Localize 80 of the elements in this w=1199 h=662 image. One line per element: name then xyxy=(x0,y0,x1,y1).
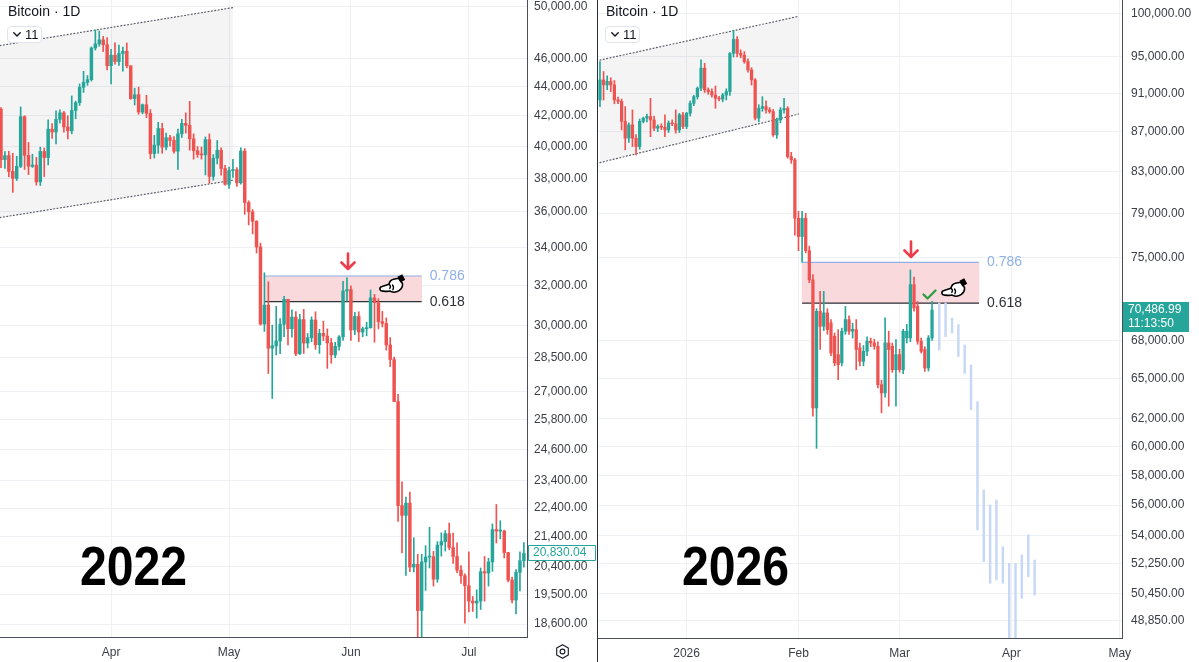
series-label: 0.618 xyxy=(429,292,465,309)
y-tick-label: 56,000.00 xyxy=(1131,497,1185,512)
bar xyxy=(995,499,998,581)
y-tick-label: 83,000.00 xyxy=(1131,163,1185,178)
y-tick-label: 79,000.00 xyxy=(1131,205,1185,220)
y-tick-label: 38,000.00 xyxy=(534,170,588,185)
y-tick-label: 40,000.00 xyxy=(534,138,588,153)
y-tick-label: 27,000.00 xyxy=(534,383,588,398)
series-label: 0.786 xyxy=(986,253,1023,270)
x-tick-label: May xyxy=(217,644,241,659)
text: 70,486.99 xyxy=(1128,302,1182,317)
text: 11:13:50 xyxy=(1128,316,1175,331)
candlestick xyxy=(11,152,15,193)
candlestick xyxy=(894,339,898,407)
candlestick xyxy=(412,537,416,573)
annotation: 11 xyxy=(25,27,39,42)
y-tick-label: 62,000.00 xyxy=(1131,411,1185,426)
x-tick-label: Apr xyxy=(101,644,121,659)
chart-title: Bitcoin · 1D xyxy=(606,3,679,19)
bar xyxy=(957,324,960,357)
bar xyxy=(1014,562,1017,638)
dropdown-button: 11 xyxy=(605,26,640,43)
x-tick-label: Apr xyxy=(1002,645,1021,660)
y-tick-label: 50,000.00 xyxy=(534,0,588,14)
x-tick-label: Jul xyxy=(461,644,477,659)
x-tick-label: May xyxy=(1108,645,1132,660)
candlestick xyxy=(3,151,7,169)
y-tick-label: 20,400.00 xyxy=(534,558,588,573)
x-tick-label: Jun xyxy=(341,644,361,659)
candlestick xyxy=(121,46,125,72)
y-tick-label: 60,000.00 xyxy=(1131,438,1185,453)
y-tick-label: 87,000.00 xyxy=(1131,123,1185,138)
candlestick xyxy=(50,123,54,139)
annotation: 2022 xyxy=(80,534,188,597)
x-tick-label: 2026 xyxy=(673,645,701,660)
y-tick-label: 75,000.00 xyxy=(1131,249,1185,264)
candlestick xyxy=(404,496,408,576)
y-tick-label: 91,000.00 xyxy=(1131,85,1185,100)
y-tick-label: 19,500.00 xyxy=(534,586,588,601)
y-tick-label: 22,400.00 xyxy=(534,500,588,515)
y-tick-label: 95,000.00 xyxy=(1131,49,1185,64)
annotation: 2026 xyxy=(682,534,790,597)
y-tick-label: 24,600.00 xyxy=(534,441,588,456)
candlestick xyxy=(663,114,667,137)
y-tick-label: 48,850.00 xyxy=(1131,613,1185,628)
y-tick-label: 32,000.00 xyxy=(534,277,588,292)
y-tick-label: 42,000.00 xyxy=(534,108,588,123)
y-tick-label: 68,000.00 xyxy=(1131,332,1185,347)
series-label: 0.618 xyxy=(986,294,1023,311)
chart-title: Bitcoin · 1D xyxy=(8,3,81,19)
y-tick-label: 58,000.00 xyxy=(1131,467,1185,482)
x-tick-label: Mar xyxy=(889,645,910,660)
text: 20,830.04 xyxy=(533,545,587,560)
bar xyxy=(1027,534,1030,578)
y-tick-label: 28,500.00 xyxy=(534,350,588,365)
bar xyxy=(1033,559,1036,596)
y-tick-label: 100,000.00 xyxy=(1131,5,1192,20)
y-tick-label: 30,000.00 xyxy=(534,318,588,333)
bar xyxy=(963,344,966,374)
y-tick-label: 36,000.00 xyxy=(534,204,588,219)
candlestick xyxy=(42,147,46,177)
y-tick-label: 54,000.00 xyxy=(1131,528,1185,543)
series-label: 0.786 xyxy=(429,266,465,283)
y-tick-label: 21,400.00 xyxy=(534,528,588,543)
y-tick-label: 23,400.00 xyxy=(534,473,588,488)
y-tick-label: 65,000.00 xyxy=(1131,371,1185,386)
y-tick-label: 44,000.00 xyxy=(534,79,588,94)
y-tick-label: 25,800.00 xyxy=(534,412,588,427)
annotation: 11 xyxy=(623,27,637,42)
y-tick-label: 46,000.00 xyxy=(534,51,588,66)
dropdown-button: 11 xyxy=(7,26,42,43)
y-tick-label: 18,600.00 xyxy=(534,616,588,631)
bar xyxy=(944,302,947,337)
candlestick xyxy=(66,115,70,140)
bar xyxy=(976,401,979,531)
y-tick-label: 34,000.00 xyxy=(534,239,588,254)
y-tick-label: 52,250.00 xyxy=(1131,556,1185,571)
candlestick xyxy=(836,329,840,381)
x-tick-label: Feb xyxy=(788,645,810,660)
y-tick-label: 50,450.00 xyxy=(1131,585,1185,600)
